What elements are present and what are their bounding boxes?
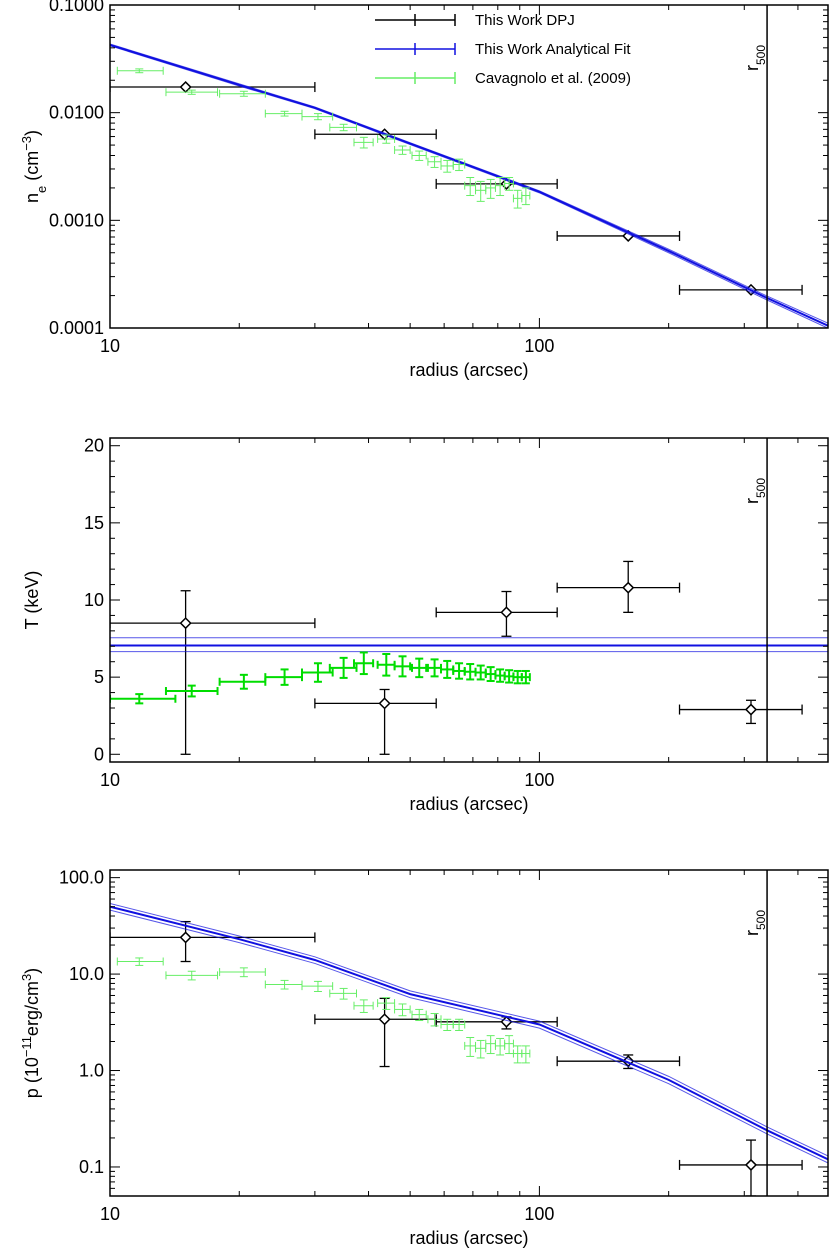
data-point [179,931,192,944]
y-axis-label: T (keV) [22,571,42,630]
y-axis-label-part: n [22,193,42,203]
x-axis-label: radius (arcsec) [409,1228,528,1248]
y-tick-label: 0.0010 [49,210,104,230]
legend-label: Cavagnolo et al. (2009) [475,70,631,87]
x-axis-label: radius (arcsec) [409,360,528,380]
r500-label: r500 [742,45,768,71]
r500-label: r500 [742,478,768,504]
data-point [622,581,635,594]
r500-sub: 500 [754,910,768,930]
y-tick-label: 100.0 [59,868,104,888]
y-tick-label: 0.0100 [49,103,104,123]
panel: 10 100 0.1 1.0 10.0 100.0 radius (arcsec) p (10… [19,868,829,1248]
x-tick-label: 100 [524,336,554,356]
y-axis-label-part: erg/cm [22,981,42,1036]
r500-text: r [742,930,762,936]
y-axis-label-part: (cm [22,151,42,186]
y-tick-label: 20 [84,436,104,456]
y-axis-label: ne (cm−3) [19,130,49,203]
y-tick-label: 15 [84,513,104,533]
data-point [179,617,192,630]
plot-area [110,560,828,755]
fit-band-lower [110,909,828,1164]
data-point [378,697,391,710]
y-axis-label: p (10−11erg/cm3) [19,968,43,1098]
r500-text: r [742,498,762,504]
r500-sub: 500 [754,45,768,65]
y-tick-label: 10 [84,590,104,610]
plot-frame [109,437,829,763]
y-tick-label: 1.0 [79,1061,104,1081]
x-tick-label: 100 [524,1204,554,1224]
panel: 10 100 0.0001 0.0010 0.0100 0.1000 radius (arc… [19,0,829,380]
y-axis-label-part: e [34,186,49,193]
y-tick-label: 10.0 [69,964,104,984]
fit-band-lower [110,45,828,328]
data-point [744,1158,758,1171]
x-axis-label: radius (arcsec) [409,794,528,814]
plot-area [110,902,828,1196]
y-tick-label: 5 [94,667,104,687]
r500-text: r [742,65,762,71]
data-point [378,1013,391,1026]
plot-frame [109,4,829,329]
fit-band-upper [110,902,828,1157]
y-axis-label-part: −11 [19,1036,34,1057]
y-axis-label-part: 3 [19,974,34,981]
plot-frame [109,869,829,1197]
y-axis-label-part: −3 [19,136,34,151]
legend-label: This Work DPJ [475,12,575,29]
panel: 10 100 0 5 10 15 20 radius (arcsec) T (keV) r500 [22,436,829,814]
data-point [744,703,758,716]
plot-area [110,43,828,328]
data-point [500,606,513,619]
r500-sub: 500 [754,478,768,498]
y-tick-label: 0.0001 [49,318,104,338]
y-axis-label-part: ) [22,130,42,136]
y-axis-label-part: p (10 [22,1057,42,1098]
x-tick-label: 10 [100,1204,120,1224]
y-tick-label: 0.1 [79,1157,104,1177]
legend-label: This Work Analytical Fit [475,41,631,58]
x-tick-label: 10 [100,770,120,790]
x-tick-label: 10 [100,336,120,356]
y-axis-label-part: T (keV) [22,571,42,630]
fit-line [110,905,828,1161]
x-tick-label: 100 [524,770,554,790]
y-axis-label-part: ) [22,968,42,974]
fit-line [110,43,828,327]
y-tick-label: 0.1000 [49,0,104,15]
r500-label: r500 [742,910,768,936]
y-tick-label: 0 [94,744,104,764]
